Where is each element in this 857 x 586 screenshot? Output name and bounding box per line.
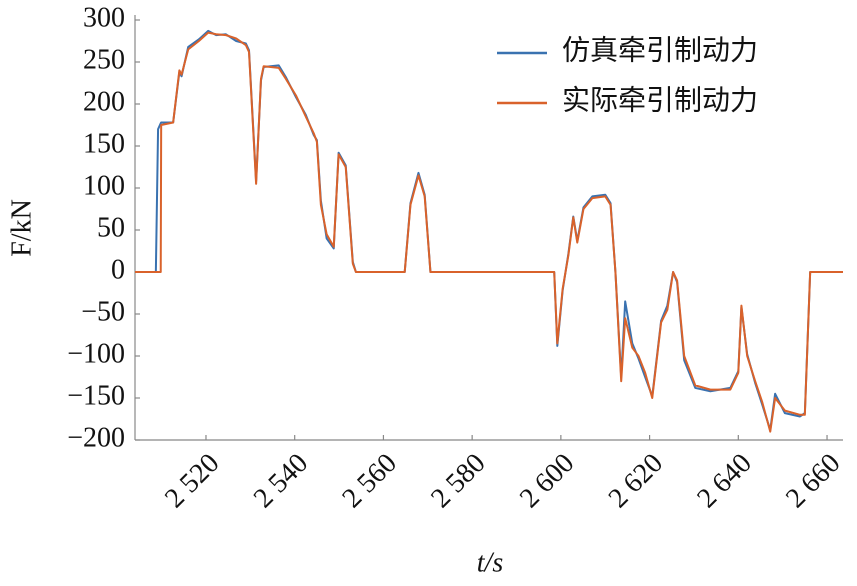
y-tick-label: 100 [83,170,125,201]
x-axis-label: t/s [477,547,504,578]
x-tick-label: 2 560 [336,448,402,514]
y-tick-label: −200 [67,422,125,453]
y-tick-label: −150 [67,380,125,411]
y-tick-label: 0 [111,254,125,285]
y-tick-label: 250 [83,44,125,75]
y-tick-label: −50 [81,296,125,327]
y-axis-label: F/kN [6,199,37,257]
legend-label: 实际牵引制动力 [562,84,758,116]
x-tick-label: 2 580 [425,448,491,514]
y-tick-label: 300 [83,2,125,33]
x-tick-label: 2 520 [159,448,225,514]
y-tick-label: 50 [97,212,125,243]
x-tick-label: 2 660 [780,448,846,514]
x-tick-label: 2 620 [603,448,669,514]
x-tick-label: 2 540 [248,448,314,514]
y-tick-label: −100 [67,338,125,369]
x-tick-label: 2 600 [514,448,580,514]
y-tick-label: 200 [83,86,125,117]
x-tick-label: 2 640 [691,448,757,514]
legend-label: 仿真牵引制动力 [562,34,758,66]
series-line [135,31,843,433]
y-tick-label: 150 [83,128,125,159]
